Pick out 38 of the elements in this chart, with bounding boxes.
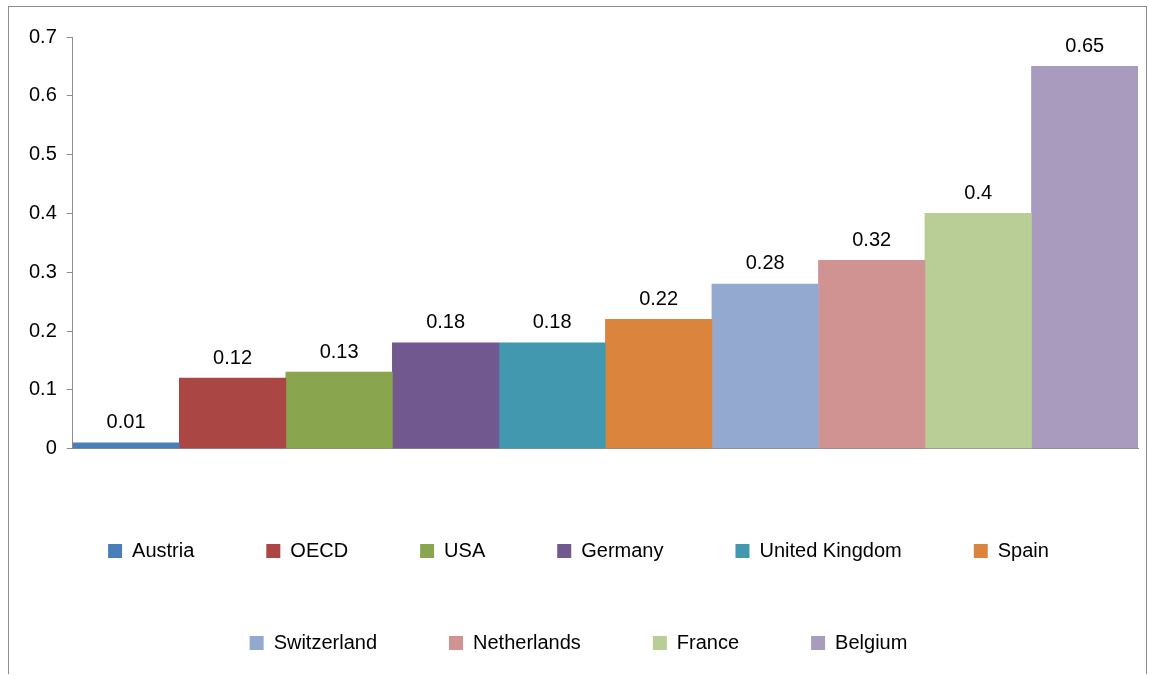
bar — [285, 371, 393, 449]
legend-label: USA — [444, 538, 486, 561]
data-label: 0.4 — [964, 180, 993, 203]
legend-label: Netherlands — [473, 630, 581, 653]
y-tick-label: 0.7 — [28, 24, 57, 47]
data-label: 0.32 — [852, 227, 892, 250]
y-tick-label: 0.6 — [28, 83, 57, 106]
bar — [605, 318, 713, 449]
bar — [72, 442, 180, 449]
data-label: 0.18 — [426, 310, 466, 333]
legend-label: OECD — [290, 538, 349, 561]
bar — [924, 213, 1032, 449]
y-tick-label: 0.4 — [28, 200, 57, 223]
bar — [818, 260, 926, 449]
legend-label: Belgium — [835, 630, 908, 653]
bar — [1031, 66, 1138, 449]
legend-label: Switzerland — [273, 630, 378, 653]
data-label: 0.13 — [319, 339, 359, 362]
legend-label: Austria — [132, 538, 196, 561]
data-label: 0.12 — [213, 345, 253, 368]
legend-label: Spain — [997, 538, 1049, 561]
legend-label: United Kingdom — [759, 538, 902, 561]
y-tick-label: 0.5 — [28, 142, 57, 165]
y-tick-label: 0 — [45, 436, 57, 459]
bar — [392, 342, 500, 449]
data-label: 0.01 — [106, 410, 146, 433]
bar — [498, 342, 606, 449]
bar — [178, 377, 287, 449]
data-label: 0.65 — [1065, 33, 1105, 56]
legend-label: France — [676, 630, 740, 653]
data-label: 0.22 — [639, 286, 679, 309]
legend-label: Germany — [581, 538, 664, 561]
y-tick-label: 0.1 — [28, 377, 57, 400]
data-label: 0.18 — [532, 310, 572, 333]
bar — [711, 283, 819, 449]
y-tick-label: 0.3 — [28, 259, 57, 282]
y-tick-label: 0.2 — [28, 318, 57, 341]
data-label: 0.28 — [745, 251, 785, 274]
